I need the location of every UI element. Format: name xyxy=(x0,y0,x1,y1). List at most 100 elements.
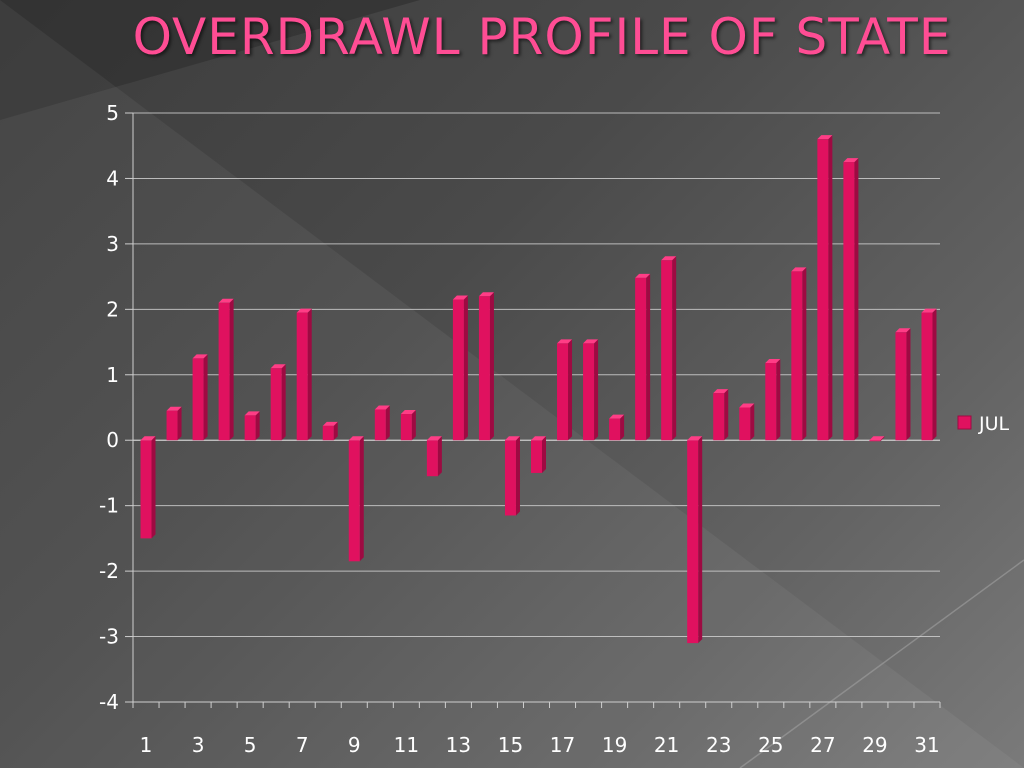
x-tick-label: 5 xyxy=(244,733,257,757)
bar-top xyxy=(244,411,260,416)
y-tick-label: -1 xyxy=(99,494,119,518)
bar-top xyxy=(478,292,494,297)
bar xyxy=(687,436,703,644)
bar-side xyxy=(724,389,729,441)
x-tick-label: 27 xyxy=(810,733,835,757)
bar-side xyxy=(906,328,911,441)
bar xyxy=(791,267,807,441)
bar xyxy=(426,436,442,477)
x-tick-label: 21 xyxy=(654,733,679,757)
bar-top xyxy=(270,364,286,369)
bar-front xyxy=(166,410,178,441)
bar-side xyxy=(802,267,807,441)
bar xyxy=(192,354,208,441)
bar-front xyxy=(895,332,907,441)
x-tick-label: 13 xyxy=(446,733,471,757)
bar-side xyxy=(333,421,338,441)
bar-side xyxy=(776,358,781,441)
bar-top xyxy=(348,436,364,441)
bar-front xyxy=(635,277,647,441)
bar-top xyxy=(895,328,911,333)
x-tick-label: 15 xyxy=(498,733,523,757)
bar xyxy=(244,411,260,441)
bar-top xyxy=(739,403,755,408)
bar-top xyxy=(531,436,546,441)
x-tick-label: 29 xyxy=(862,733,887,757)
bar-side xyxy=(229,298,234,441)
bar-front xyxy=(817,139,829,441)
y-tick-label: -4 xyxy=(99,690,119,714)
bar-top xyxy=(661,256,677,261)
bar xyxy=(374,405,390,441)
bar-front xyxy=(400,414,412,441)
x-tick-label: 23 xyxy=(706,733,731,757)
bar-side xyxy=(463,295,468,441)
bar xyxy=(661,256,677,441)
bar xyxy=(557,339,573,441)
bar-side xyxy=(620,414,625,441)
bar-side xyxy=(854,158,859,441)
bar xyxy=(478,292,494,441)
bar-top xyxy=(192,354,208,359)
bar-side xyxy=(385,405,390,441)
bar-top xyxy=(166,406,182,411)
bar-side xyxy=(542,436,546,473)
bar-side xyxy=(177,406,182,441)
bar-front xyxy=(531,440,542,473)
x-tick-label: 7 xyxy=(296,733,309,757)
bar-side xyxy=(880,436,885,442)
x-tick-label: 25 xyxy=(758,733,783,757)
bar-side xyxy=(568,339,573,441)
bar-side xyxy=(489,292,494,441)
bar-front xyxy=(452,299,464,441)
bar-front xyxy=(348,440,360,562)
bar-top xyxy=(557,339,573,344)
bar xyxy=(895,328,911,441)
bar xyxy=(609,414,625,441)
bar-top xyxy=(296,308,312,313)
legend: JUL xyxy=(957,413,1010,435)
bar-front xyxy=(765,362,777,441)
y-tick-label: 4 xyxy=(106,166,119,190)
bar xyxy=(869,436,885,442)
bar xyxy=(348,436,364,562)
bar-top xyxy=(765,358,781,363)
x-tick-label: 9 xyxy=(348,733,361,757)
bar-side xyxy=(151,436,156,539)
legend-label: JUL xyxy=(978,413,1010,435)
bar-side xyxy=(437,436,442,477)
bar-top xyxy=(609,414,625,419)
bar-side xyxy=(281,364,286,441)
bar xyxy=(843,158,859,441)
bar-front xyxy=(140,440,152,539)
bar-top xyxy=(322,421,338,426)
bar-front xyxy=(322,425,334,441)
bar-front xyxy=(739,407,751,441)
bar-side xyxy=(594,339,599,441)
bar-front xyxy=(504,440,516,516)
bar-front xyxy=(296,312,308,441)
bar-top xyxy=(635,273,651,278)
bar-top xyxy=(687,436,703,441)
bar-side xyxy=(515,436,520,516)
bar-front xyxy=(218,302,230,441)
x-tick-label: 11 xyxy=(394,733,419,757)
y-tick-label: 0 xyxy=(106,428,119,452)
x-tick-label: 19 xyxy=(602,733,627,757)
bar-front xyxy=(713,393,725,441)
bar-front xyxy=(478,296,490,441)
y-tick-label: -3 xyxy=(99,625,119,649)
bars xyxy=(140,135,937,644)
bar-side xyxy=(672,256,677,441)
bar xyxy=(504,436,520,516)
bar-front xyxy=(843,162,855,441)
bar-top xyxy=(713,389,729,394)
x-tick-label: 17 xyxy=(550,733,575,757)
bar-side xyxy=(828,135,833,441)
bar xyxy=(583,339,599,441)
bar-top xyxy=(400,410,416,415)
bar-side xyxy=(750,403,755,441)
bar-side xyxy=(203,354,208,441)
